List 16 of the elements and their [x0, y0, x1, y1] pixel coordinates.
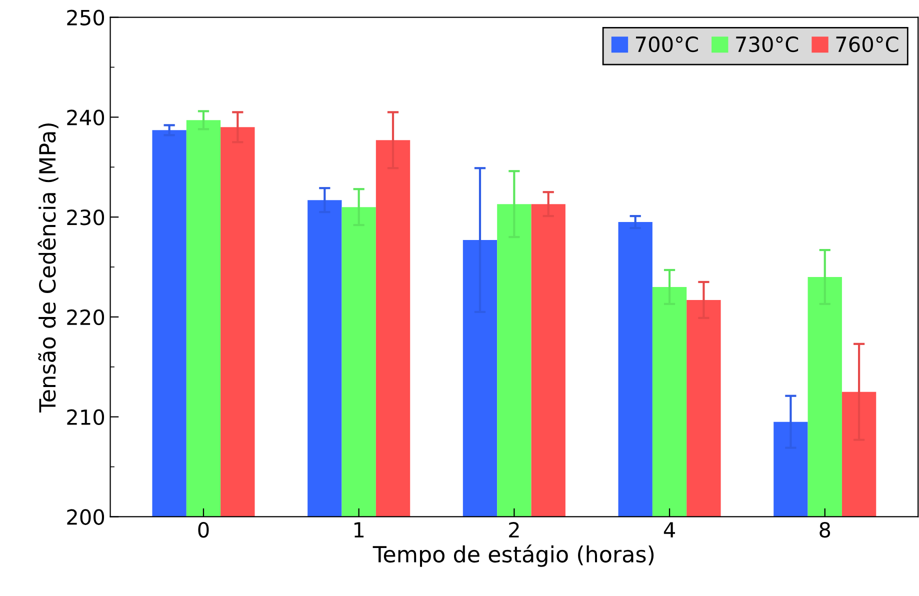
y-axis-title: Tensão de Cedência (MPa): [38, 123, 58, 413]
y-tick-label: 240: [67, 110, 104, 126]
x-axis-title: Tempo de estágio (horas): [372, 544, 654, 567]
x-tick-label: 8: [820, 522, 830, 538]
y-tick-label: 210: [67, 409, 104, 426]
y-tick-label: 200: [67, 509, 104, 525]
x-tick-label: 1: [354, 522, 364, 538]
legend-label: 760°C: [836, 36, 898, 52]
legend-label: 700°C: [636, 36, 698, 52]
y-tick-label: 250: [67, 10, 104, 26]
y-tick-label: 220: [67, 309, 104, 326]
y-tick-label: 230: [67, 210, 104, 226]
legend-label: 730°C: [736, 36, 798, 52]
x-tick-label: 0: [198, 522, 209, 538]
x-tick-label: 2: [509, 522, 519, 538]
x-tick-label: 4: [664, 522, 675, 538]
